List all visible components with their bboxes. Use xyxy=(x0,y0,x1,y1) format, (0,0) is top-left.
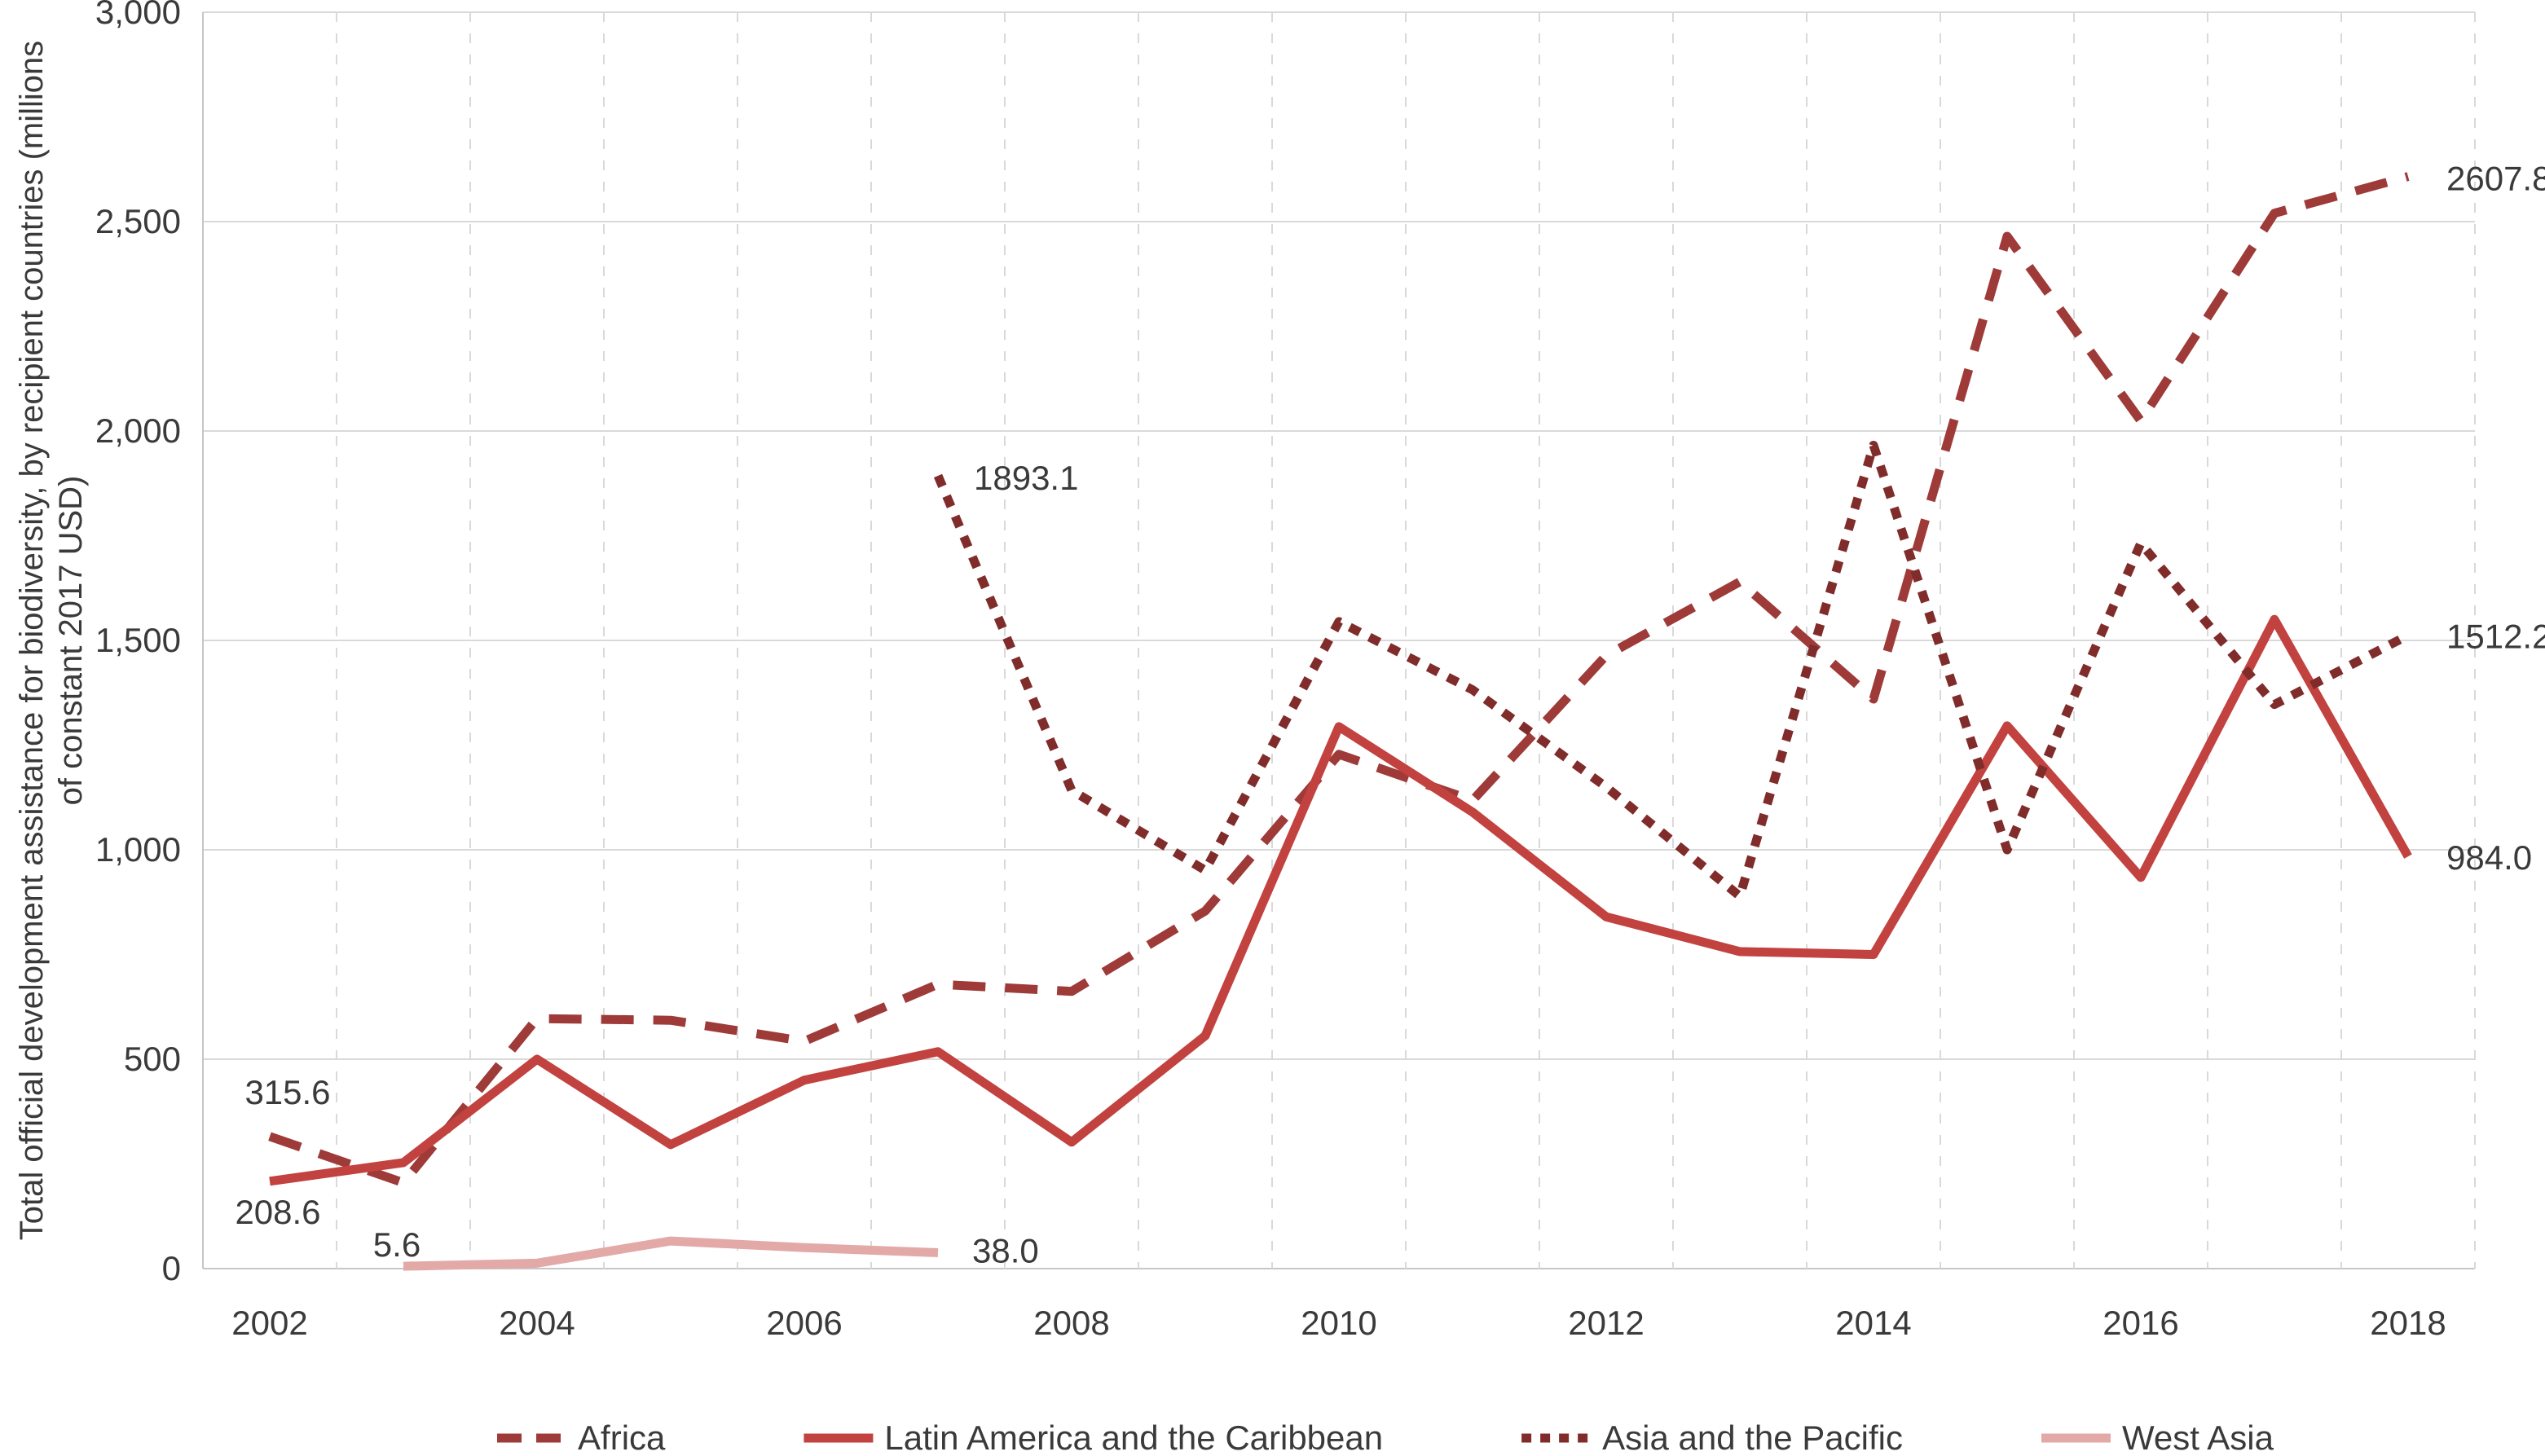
x-tick-label: 2018 xyxy=(2370,1304,2446,1342)
y-axis-title-line-2: of constant 2017 USD) xyxy=(53,476,89,806)
legend-label-asia-and-the-pacific: Asia and the Pacific xyxy=(1602,1419,1903,1456)
legend-item-asia-and-the-pacific: Asia and the Pacific xyxy=(1521,1419,1903,1456)
x-tick-label: 2016 xyxy=(2102,1304,2178,1342)
x-tick-label: 2004 xyxy=(499,1304,575,1342)
data-labels: 315.6 208.6 5.6 38.0 1893.1 2607.8 1512.2 984.0 xyxy=(235,160,2545,1270)
y-tick-label: 1,000 xyxy=(95,830,181,869)
legend-label-latin-america-and-the-caribbean: Latin America and the Caribbean xyxy=(884,1419,1383,1456)
y-tick-label: 2,000 xyxy=(95,411,181,450)
x-tick-label: 2014 xyxy=(1835,1304,1911,1342)
data-label-west-asia-38-0: 38.0 xyxy=(972,1231,1039,1269)
series-line-west-asia xyxy=(403,1236,939,1271)
y-axis-tick-labels: 0 500 1,000 1,500 2,000 2,500 3,000 xyxy=(95,0,181,1287)
legend-item-latin-america-and-the-caribbean: Latin America and the Caribbean xyxy=(804,1419,1383,1456)
horizontal-gridlines xyxy=(203,11,2475,1269)
x-tick-label: 2006 xyxy=(766,1304,842,1342)
legend-item-west-asia: West Asia xyxy=(2041,1419,2274,1456)
y-axis-title: Total official development assistance fo… xyxy=(14,41,89,1241)
x-axis-tick-labels: 2002 2004 2006 2008 2010 2012 2014 2016 2018 xyxy=(231,1304,2446,1342)
data-label-latin-america-and-the-caribbean-208-6: 208.6 xyxy=(235,1193,320,1231)
y-tick-label: 0 xyxy=(162,1249,181,1287)
data-label-africa-2607-8: 2607.8 xyxy=(2446,160,2545,198)
legend-item-africa: Africa xyxy=(497,1419,666,1456)
x-tick-label: 2012 xyxy=(1568,1304,1644,1342)
series-line-latin-america-and-the-caribbean xyxy=(269,614,2412,1186)
legend-label-africa: Africa xyxy=(578,1419,666,1456)
x-tick-label: 2002 xyxy=(231,1304,307,1342)
y-tick-label: 3,000 xyxy=(95,0,181,31)
legend-label-west-asia: West Asia xyxy=(2122,1419,2274,1456)
data-label-latin-america-and-the-caribbean-984-0: 984.0 xyxy=(2446,838,2532,877)
x-tick-label: 2008 xyxy=(1033,1304,1109,1342)
series-line-africa xyxy=(268,172,2410,1188)
y-axis-title-line-1: Total official development assistance fo… xyxy=(14,41,50,1241)
chart-legend: Africa Latin America and the Caribbean Asi… xyxy=(497,1419,2274,1456)
x-tick-label: 2010 xyxy=(1301,1304,1376,1342)
series-line-asia-and-the-pacific xyxy=(933,440,2411,901)
data-label-asia-and-the-pacific-1512-2: 1512.2 xyxy=(2446,618,2545,656)
series-lines xyxy=(268,172,2412,1271)
data-label-west-asia-5-6: 5.6 xyxy=(373,1225,420,1264)
vertical-gridlines xyxy=(202,12,2476,1269)
data-label-africa-315-6: 315.6 xyxy=(244,1073,330,1111)
data-label-asia-and-the-pacific-1893-1: 1893.1 xyxy=(974,459,1078,497)
y-tick-label: 1,500 xyxy=(95,621,181,659)
y-tick-label: 500 xyxy=(124,1040,181,1078)
y-tick-label: 2,500 xyxy=(95,202,181,240)
